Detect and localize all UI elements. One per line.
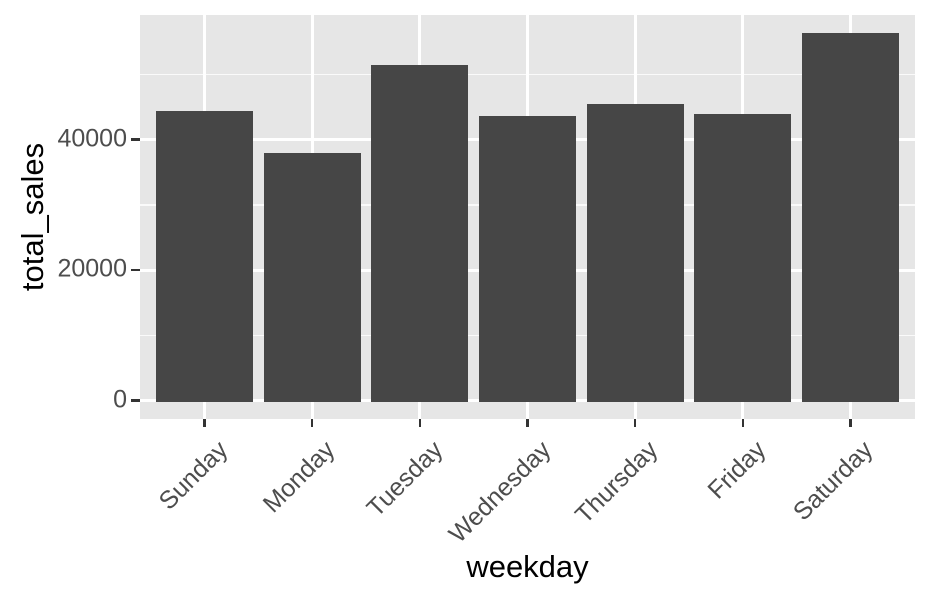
bars-layer bbox=[140, 15, 915, 419]
x-tick-mark bbox=[418, 419, 422, 427]
x-tick-mark bbox=[203, 419, 206, 427]
bar-wednesday bbox=[479, 115, 576, 403]
y-tick-label: 20000 bbox=[57, 254, 127, 283]
x-tick-mark bbox=[849, 419, 852, 427]
x-axis-title: weekday bbox=[466, 549, 589, 584]
bar-friday bbox=[694, 113, 792, 403]
bar-sunday bbox=[156, 110, 254, 403]
bar-tuesday bbox=[371, 64, 469, 403]
y-tick-label: 0 bbox=[113, 385, 127, 414]
y-tick-mark bbox=[131, 138, 140, 141]
bar-thursday bbox=[586, 104, 684, 403]
x-tick-mark bbox=[741, 419, 745, 427]
y-tick-mark bbox=[131, 268, 140, 272]
bar-monday bbox=[263, 153, 361, 403]
bar-saturday bbox=[801, 33, 899, 403]
x-tick-mark bbox=[310, 419, 314, 427]
y-tick-label: 40000 bbox=[57, 124, 127, 153]
x-tick-mark bbox=[526, 419, 529, 427]
x-tick-mark bbox=[633, 419, 637, 427]
y-tick-mark bbox=[131, 399, 140, 402]
plot-panel bbox=[140, 15, 915, 419]
